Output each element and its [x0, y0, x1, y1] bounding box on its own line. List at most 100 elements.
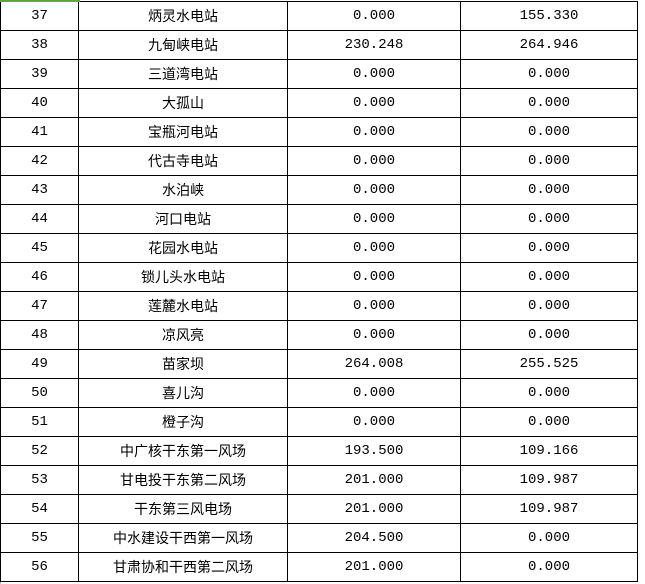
cell-value-2[interactable]: 264.946	[460, 30, 638, 60]
cell-value-2[interactable]: 0.000	[460, 262, 638, 292]
cell-station-name[interactable]: 苗家坝	[78, 349, 288, 379]
cell-value-2[interactable]: 0.000	[460, 320, 638, 350]
cell-value-1[interactable]: 0.000	[287, 378, 461, 408]
cell-index[interactable]: 50	[0, 378, 79, 408]
table-row: 45 花园水电站 0.000 0.000	[0, 233, 638, 263]
cell-station-name[interactable]: 水泊峡	[78, 175, 288, 205]
cell-station-name[interactable]: 锁儿头水电站	[78, 262, 288, 292]
cell-index[interactable]: 55	[0, 523, 79, 553]
cell-index[interactable]: 53	[0, 465, 79, 495]
cell-value-1[interactable]: 0.000	[287, 146, 461, 176]
table-row: 54 干东第三风电场 201.000 109.987	[0, 494, 638, 524]
cell-value-1[interactable]: 0.000	[287, 117, 461, 147]
cell-index[interactable]: 41	[0, 117, 79, 147]
cell-value-1[interactable]: 0.000	[287, 320, 461, 350]
cell-value-2[interactable]: 109.987	[460, 494, 638, 524]
cell-station-name[interactable]: 甘肃协和干西第二风场	[78, 552, 288, 582]
cell-index[interactable]: 42	[0, 146, 79, 176]
table-row: 44 河口电站 0.000 0.000	[0, 204, 638, 234]
cell-value-1[interactable]: 0.000	[287, 1, 461, 31]
cell-index[interactable]: 43	[0, 175, 79, 205]
cell-station-name[interactable]: 宝瓶河电站	[78, 117, 288, 147]
table-row: 50 喜儿沟 0.000 0.000	[0, 378, 638, 408]
cell-station-name[interactable]: 甘电投干东第二风场	[78, 465, 288, 495]
cell-station-name[interactable]: 莲麓水电站	[78, 291, 288, 321]
cell-value-2[interactable]: 0.000	[460, 88, 638, 118]
cell-value-1[interactable]: 264.008	[287, 349, 461, 379]
cell-value-2[interactable]: 109.166	[460, 436, 638, 466]
cell-station-name[interactable]: 河口电站	[78, 204, 288, 234]
table-row: 46 锁儿头水电站 0.000 0.000	[0, 262, 638, 292]
cell-value-1[interactable]: 0.000	[287, 262, 461, 292]
cell-value-2[interactable]: 0.000	[460, 146, 638, 176]
cell-index[interactable]: 46	[0, 262, 79, 292]
cell-value-1[interactable]: 204.500	[287, 523, 461, 553]
cell-station-name[interactable]: 凉风亮	[78, 320, 288, 350]
table-row: 37 炳灵水电站 0.000 155.330	[0, 1, 638, 31]
cell-value-1[interactable]: 0.000	[287, 204, 461, 234]
cell-value-2[interactable]: 0.000	[460, 407, 638, 437]
cell-value-2[interactable]: 0.000	[460, 59, 638, 89]
table-row: 48 凉风亮 0.000 0.000	[0, 320, 638, 350]
cell-index[interactable]: 45	[0, 233, 79, 263]
cell-index[interactable]: 48	[0, 320, 79, 350]
cell-value-2[interactable]: 0.000	[460, 117, 638, 147]
cell-index[interactable]: 56	[0, 552, 79, 582]
table-row: 51 橙子沟 0.000 0.000	[0, 407, 638, 437]
cell-value-2[interactable]: 0.000	[460, 291, 638, 321]
cell-value-1[interactable]: 193.500	[287, 436, 461, 466]
cell-value-1[interactable]: 230.248	[287, 30, 461, 60]
cell-value-1[interactable]: 0.000	[287, 407, 461, 437]
cell-station-name[interactable]: 代古寺电站	[78, 146, 288, 176]
cell-value-2[interactable]: 0.000	[460, 552, 638, 582]
cell-index[interactable]: 51	[0, 407, 79, 437]
table-row: 43 水泊峡 0.000 0.000	[0, 175, 638, 205]
cell-value-2[interactable]: 255.525	[460, 349, 638, 379]
cell-index[interactable]: 38	[0, 30, 79, 60]
cell-value-2[interactable]: 155.330	[460, 1, 638, 31]
cell-station-name[interactable]: 大孤山	[78, 88, 288, 118]
cell-value-1[interactable]: 0.000	[287, 175, 461, 205]
cell-value-2[interactable]: 109.987	[460, 465, 638, 495]
table-row: 53 甘电投干东第二风场 201.000 109.987	[0, 465, 638, 495]
cell-station-name[interactable]: 中水建设干西第一风场	[78, 523, 288, 553]
cell-station-name[interactable]: 橙子沟	[78, 407, 288, 437]
cell-station-name[interactable]: 干东第三风电场	[78, 494, 288, 524]
cell-value-2[interactable]: 0.000	[460, 175, 638, 205]
table-row: 42 代古寺电站 0.000 0.000	[0, 146, 638, 176]
table-row: 39 三道湾电站 0.000 0.000	[0, 59, 638, 89]
cell-station-name[interactable]: 三道湾电站	[78, 59, 288, 89]
cell-value-2[interactable]: 0.000	[460, 233, 638, 263]
cell-station-name[interactable]: 花园水电站	[78, 233, 288, 263]
cell-value-2[interactable]: 0.000	[460, 523, 638, 553]
cell-value-1[interactable]: 0.000	[287, 59, 461, 89]
cell-index[interactable]: 44	[0, 204, 79, 234]
table-row: 55 中水建设干西第一风场 204.500 0.000	[0, 523, 638, 553]
selected-cell-indicator	[0, 0, 80, 2]
cell-index[interactable]: 40	[0, 88, 79, 118]
cell-index[interactable]: 49	[0, 349, 79, 379]
cell-station-name[interactable]: 中广核干东第一风场	[78, 436, 288, 466]
cell-index[interactable]: 47	[0, 291, 79, 321]
cell-index[interactable]: 52	[0, 436, 79, 466]
cell-index[interactable]: 54	[0, 494, 79, 524]
table-row: 47 莲麓水电站 0.000 0.000	[0, 291, 638, 321]
table-row: 52 中广核干东第一风场 193.500 109.166	[0, 436, 638, 466]
cell-station-name[interactable]: 喜儿沟	[78, 378, 288, 408]
cell-index[interactable]: 39	[0, 59, 79, 89]
cell-index[interactable]: 37	[0, 1, 79, 31]
cell-station-name[interactable]: 炳灵水电站	[78, 1, 288, 31]
cell-value-1[interactable]: 201.000	[287, 494, 461, 524]
cell-value-1[interactable]: 0.000	[287, 291, 461, 321]
table-row: 56 甘肃协和干西第二风场 201.000 0.000	[0, 552, 638, 582]
cell-station-name[interactable]: 九甸峡电站	[78, 30, 288, 60]
cell-value-1[interactable]: 201.000	[287, 465, 461, 495]
table-row: 40 大孤山 0.000 0.000	[0, 88, 638, 118]
cell-value-2[interactable]: 0.000	[460, 378, 638, 408]
cell-value-1[interactable]: 0.000	[287, 233, 461, 263]
cell-value-2[interactable]: 0.000	[460, 204, 638, 234]
cell-value-1[interactable]: 0.000	[287, 88, 461, 118]
cell-value-1[interactable]: 201.000	[287, 552, 461, 582]
